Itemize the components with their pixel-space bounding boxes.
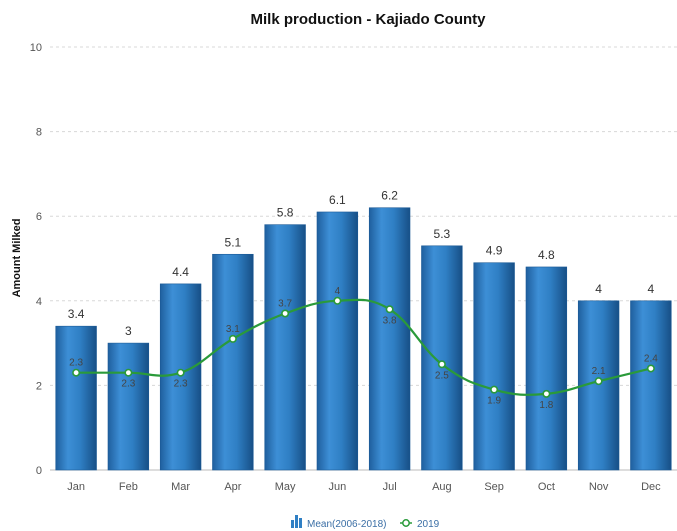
x-tick-label: Oct [538,481,555,493]
line-point[interactable] [437,360,446,369]
legend-marker-icon [402,519,410,527]
line-layer: 2.3 2.3 2.3 3.1 3.7 4 3.8 2.5 1.9 1.8 2.1 2.4 [69,286,658,411]
legend-item-2019[interactable]: 2019 [400,519,440,530]
bar-data-label: 5.1 [225,235,242,249]
line-point[interactable] [385,305,394,314]
bar[interactable] [473,262,515,471]
line-data-label: 2.3 [69,358,83,369]
line-point[interactable] [228,334,237,343]
x-tick-label: Apr [224,481,241,493]
x-tick-label: Nov [589,481,609,493]
bar[interactable] [421,245,463,471]
chart-title: Milk production - Kajiado County [251,11,487,28]
bar[interactable] [107,342,150,471]
line-point[interactable] [281,309,290,318]
line-data-label: 3.1 [226,324,240,335]
line-data-label: 2.1 [592,366,606,377]
line-point[interactable] [490,385,499,394]
label-layer: 3.4 Jan 3 Feb 4.4 Mar 5.1 Apr 5.8 May 6.1 Jun 6.2 Jul… [67,189,661,493]
line-data-label: 1.8 [539,400,553,411]
legend-label-2019: 2019 [417,519,440,530]
bar-data-label: 4.8 [538,248,555,262]
x-tick-label: Jun [329,481,347,493]
line-data-label: 3.7 [278,298,292,309]
x-tick-label: May [275,481,296,493]
line-point[interactable] [333,296,342,305]
y-tick-label: 8 [36,127,42,139]
bar[interactable] [368,207,411,471]
x-tick-label: Aug [432,481,452,493]
line-data-label: 2.3 [174,379,188,390]
bar[interactable] [159,283,202,471]
bar-data-label: 5.3 [434,227,451,241]
line-point[interactable] [72,368,81,377]
y-tick-label: 4 [36,296,42,308]
y-tick-label: 6 [36,211,42,223]
line-point[interactable] [542,389,551,398]
y-tick-label: 2 [36,380,42,392]
legend-bar-icon [299,518,302,528]
bar-data-label: 3 [125,324,132,338]
bar[interactable] [525,266,568,471]
line-point[interactable] [124,368,133,377]
y-tick-label: 0 [36,465,42,477]
bar[interactable] [264,224,306,471]
x-tick-label: Feb [119,481,138,493]
line-point[interactable] [646,364,655,373]
bar-data-label: 5.8 [277,206,294,220]
x-tick-label: Dec [641,481,661,493]
y-axis-label: Amount Milked [11,219,23,298]
line-data-label: 4 [335,286,341,297]
legend-label-mean: Mean(2006-2018) [307,519,387,530]
bar[interactable] [55,325,97,471]
legend-bar-icon [295,515,298,528]
line-data-label: 2.4 [644,353,658,364]
legend-bar-icon [291,520,294,528]
line-data-label: 3.8 [383,315,397,326]
line-data-label: 1.9 [487,396,501,407]
bar-data-label: 3.4 [68,307,85,321]
bar[interactable] [316,211,359,471]
bar-data-label: 4.4 [172,265,189,279]
bar-data-label: 6.1 [329,193,346,207]
x-tick-label: Sep [484,481,504,493]
line-point[interactable] [176,368,185,377]
line-data-label: 2.3 [121,379,135,390]
legend-item-mean[interactable]: Mean(2006-2018) [291,515,387,530]
bar[interactable] [630,300,672,471]
x-tick-label: Mar [171,481,190,493]
line-point[interactable] [594,377,603,386]
legend[interactable]: Mean(2006-2018) 2019 [291,515,440,530]
bar-data-label: 4 [595,282,602,296]
line-data-label: 2.5 [435,370,449,381]
bar-data-label: 4.9 [486,244,503,258]
y-tick-label: 10 [30,42,42,54]
bar[interactable] [212,253,254,471]
x-tick-label: Jul [383,481,397,493]
x-tick-label: Jan [67,481,85,493]
bar-data-label: 4 [648,282,655,296]
bar-layer [55,207,672,471]
bar-data-label: 6.2 [381,189,398,203]
